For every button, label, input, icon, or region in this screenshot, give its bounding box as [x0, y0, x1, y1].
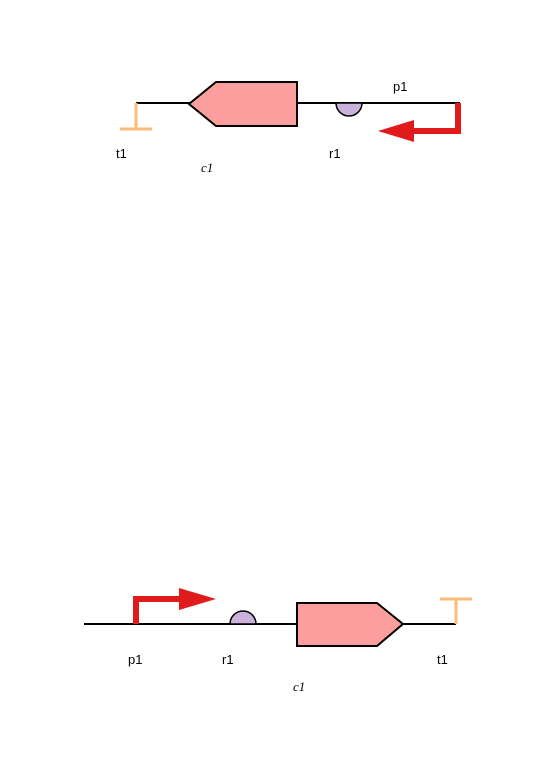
cds-label: c1: [201, 160, 213, 175]
promoter-glyph: [378, 103, 461, 142]
rbs-label: r1: [329, 146, 341, 161]
terminator-glyph: [120, 103, 152, 131]
promoter-label: p1: [393, 79, 407, 94]
terminator-glyph: [440, 597, 472, 624]
rbs-glyph: [335, 102, 363, 117]
rbs-label: r1: [222, 652, 234, 667]
construct-forward: p1 r1 c1 t1: [84, 588, 472, 694]
cds-glyph: [296, 602, 405, 647]
construct-reverse: t1 c1 r1 p1: [116, 79, 461, 175]
promoter-glyph: [133, 588, 216, 624]
terminator-label: t1: [437, 652, 448, 667]
terminator-label: t1: [116, 146, 127, 161]
cds-label: c1: [293, 679, 305, 694]
promoter-label: p1: [128, 652, 142, 667]
rbs-glyph: [229, 610, 257, 625]
cds-glyph: [187, 81, 298, 127]
